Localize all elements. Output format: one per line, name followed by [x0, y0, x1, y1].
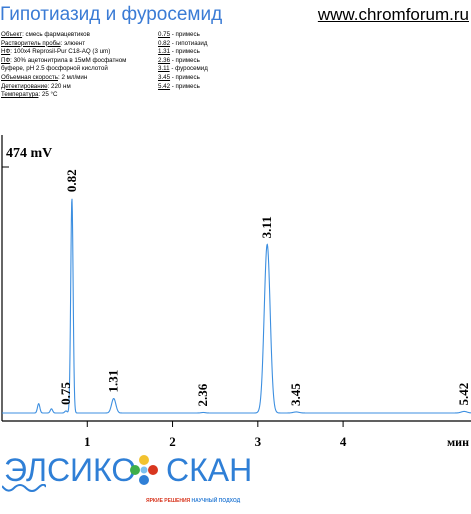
param-row: Объемная скорость: 2 мл/мин	[1, 74, 161, 83]
peak-legend-rt: 5.42	[158, 82, 171, 90]
elsiko-scan-logo: ЭЛСИКО СКАН ЯРКИЕ РЕШЕНИЯ НАУЧНЫЙ ПОДХОД	[0, 448, 260, 510]
peak-legend-label: - фуросемид	[169, 65, 208, 73]
peak-label: 1.31	[106, 370, 121, 393]
page-title: Гипотиазид и фуросемид	[0, 4, 223, 25]
x-axis-label: мин	[447, 435, 469, 448]
method-parameters: Объект: смесь фармацевтиков Растворитель…	[1, 31, 161, 100]
peak-legend-rt: 3.45	[158, 73, 171, 81]
puzzle-emblem-icon	[130, 455, 158, 485]
param-key: Объект	[1, 31, 23, 38]
param-key: Температура	[1, 91, 39, 99]
param-value: : 30% ацетонитрила в 15мМ фосфатном	[10, 56, 127, 64]
peak-legend-row: 3.11 - фуросемид	[158, 65, 208, 74]
peak-label: 0.75	[58, 382, 73, 405]
param-row: буфере, pH 2.5 фосфорной кислотой	[1, 65, 161, 74]
param-key: Растворитель пробы	[1, 39, 61, 47]
x-tick-label: 3	[255, 434, 262, 448]
wave-icon	[2, 484, 46, 492]
param-key: Объемная скорость	[1, 73, 58, 81]
param-key: Детектирование	[1, 82, 48, 90]
logo-text-scan: СКАН	[166, 452, 253, 488]
peak-legend-rt: 1.31	[158, 48, 171, 56]
peak-legend-row: 0.75 - примесь	[158, 31, 208, 40]
peak-legend-rt: 2.36	[158, 56, 171, 64]
peak-label: 3.11	[259, 216, 274, 238]
x-tick-label: 2	[169, 434, 176, 448]
peak-legend-row: 5.42 - примесь	[158, 83, 208, 92]
param-value: буфере, pH 2.5 фосфорной кислотой	[1, 65, 108, 73]
peak-label: 2.36	[195, 383, 210, 406]
peak-label: 5.42	[456, 383, 471, 406]
peak-legend-label: - примесь	[170, 31, 200, 38]
param-value: : 25 °C	[38, 91, 58, 99]
peak-legend-rt: 3.11	[158, 65, 170, 73]
param-value: : 2 мл/мин	[58, 73, 88, 81]
logo-tagline-a: ЯРКИЕ РЕШЕНИЯ	[146, 498, 191, 504]
param-row: Детектирование: 220 нм	[1, 83, 161, 92]
logo-tagline-b: НАУЧНЫЙ ПОДХОД	[191, 498, 241, 504]
peak-legend: 0.75 - примесь 0.82 - гипотиазид 1.31 - …	[158, 31, 208, 91]
x-ticks: 1 2 3 4	[84, 421, 347, 448]
param-key: ПФ	[1, 56, 11, 64]
chromatogram-trace	[2, 198, 471, 414]
param-row: ПФ: 30% ацетонитрила в 15мМ фосфатном	[1, 57, 161, 66]
x-tick-label: 4	[340, 434, 347, 448]
param-value: : элюент	[60, 39, 86, 47]
peak-legend-rt: 0.75	[158, 31, 171, 38]
peak-legend-label: - примесь	[170, 48, 200, 56]
peak-legend-row: 3.45 - примесь	[158, 74, 208, 83]
peak-legend-row: 0.82 - гипотиазид	[158, 40, 208, 49]
peak-legend-label: - примесь	[170, 56, 200, 64]
chromatogram: 474 mV мин 1 2 3 4 0.75 0.82 1.31 2.36 3.11 3.45…	[1, 135, 471, 448]
param-row: Температура: 25 °C	[1, 91, 161, 100]
peak-legend-label: - примесь	[170, 82, 200, 90]
peak-legend-rt: 0.82	[158, 39, 171, 47]
param-value: : 220 нм	[47, 82, 71, 90]
peak-legend-row: 1.31 - примесь	[158, 48, 208, 57]
logo-text-elsiko: ЭЛСИКО	[4, 452, 137, 488]
param-key: НФ	[1, 48, 11, 56]
peak-label: 0.82	[64, 169, 79, 192]
y-axis-label: 474 mV	[6, 146, 52, 161]
param-value: : смесь фармацевтиков	[22, 31, 90, 38]
param-row: НФ: 100x4 Reprosil-Pur C18-AQ (3 um)	[1, 48, 161, 57]
peak-legend-label: - гипотиазид	[170, 39, 208, 47]
x-tick-label: 1	[84, 434, 91, 448]
peak-legend-row: 2.36 - примесь	[158, 57, 208, 66]
logo-tagline: ЯРКИЕ РЕШЕНИЯ НАУЧНЫЙ ПОДХОД	[146, 498, 240, 504]
peak-label: 3.45	[288, 383, 303, 406]
peak-legend-label: - примесь	[170, 73, 200, 81]
site-link[interactable]: www.chromforum.ru	[317, 5, 469, 24]
peak-labels: 0.75 0.82 1.31 2.36 3.11 3.45 5.42	[58, 169, 471, 406]
param-row: Растворитель пробы: элюент	[1, 40, 161, 49]
param-row: Объект: смесь фармацевтиков	[1, 31, 161, 40]
param-value: : 100x4 Reprosil-Pur C18-AQ (3 um)	[10, 48, 111, 56]
